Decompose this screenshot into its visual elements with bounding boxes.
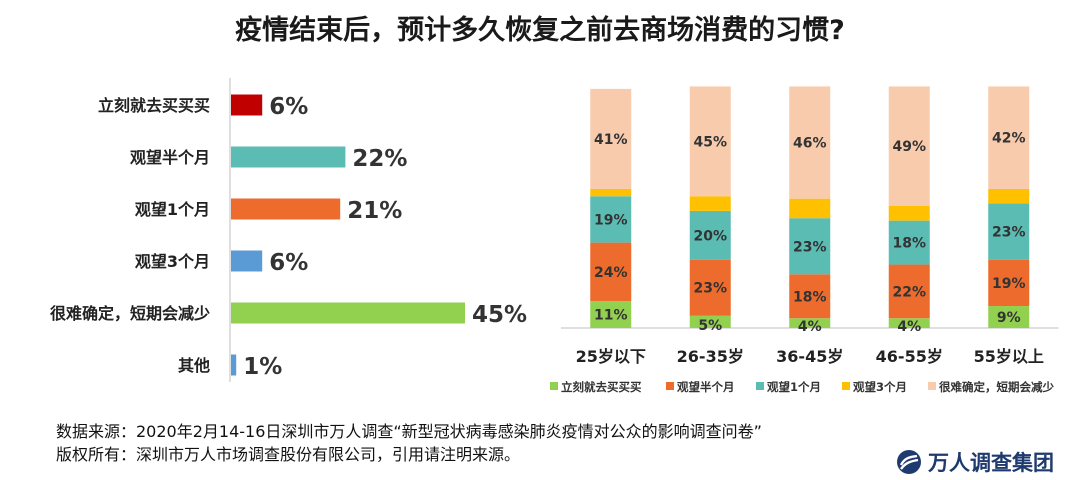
- legend-swatch: [756, 382, 764, 390]
- stack-segment: [888, 86, 930, 206]
- category-label: 观望半个月: [130, 148, 210, 167]
- segment-value-label: 11%: [594, 308, 628, 324]
- stack-segment: [689, 259, 731, 316]
- right-stacked-chart: 11% 24% 19% 41% 25岁以下 5% 23% 20% 45% 26-35岁 4% 18% 2…: [550, 86, 1059, 394]
- stack-segment: [689, 86, 731, 197]
- stack-segment: [689, 196, 731, 211]
- bar: [231, 146, 346, 168]
- segment-value-label: 9%: [997, 310, 1021, 326]
- stack-segment: [988, 86, 1030, 189]
- bar: [231, 198, 341, 220]
- segment-value-label: 4%: [897, 319, 921, 335]
- bar-value-label: 45%: [472, 302, 527, 328]
- x-tick-label: 36-45岁: [776, 347, 843, 366]
- stack-segment: [988, 188, 1030, 204]
- stack-segment: [590, 196, 632, 243]
- legend-label: 观望半个月: [677, 380, 735, 394]
- x-tick-label: 25岁以下: [576, 347, 646, 366]
- bar-value-label: 1%: [243, 354, 282, 380]
- bar-value-label: 22%: [352, 146, 407, 172]
- legend-label: 观望3个月: [853, 380, 907, 394]
- segment-value-label: 23%: [992, 225, 1026, 241]
- bar-value-label: 21%: [347, 198, 402, 224]
- stack-segment: [888, 206, 930, 221]
- stack-segment: [689, 315, 731, 328]
- category-label: 观望3个月: [135, 252, 210, 271]
- logo-text: 万人调查集团: [928, 451, 1054, 475]
- bar: [231, 94, 263, 116]
- stack-segment: [689, 210, 731, 260]
- x-tick-label: 26-35岁: [677, 347, 744, 366]
- category-label: 其他: [178, 356, 210, 375]
- legend-swatch: [550, 382, 558, 390]
- segment-value-label: 5%: [698, 318, 722, 334]
- stack-segment: [888, 220, 930, 265]
- stack-segment: [988, 306, 1030, 328]
- x-tick-label: 46-55岁: [876, 347, 943, 366]
- segment-value-label: 23%: [693, 281, 727, 297]
- stack-segment: [590, 88, 632, 189]
- bar: [231, 302, 465, 324]
- left-bar-chart: 立刻就去买买买 6% 观望半个月 22% 观望1个月 21% 观望3个月 6% 很难确定，短期会…: [50, 78, 527, 382]
- legend-label: 观望1个月: [767, 380, 821, 394]
- stack-segment: [789, 218, 831, 275]
- stack-segment: [590, 301, 632, 328]
- logo-icon: [897, 450, 921, 474]
- category-label: 观望1个月: [135, 200, 210, 219]
- segment-value-label: 19%: [992, 276, 1026, 292]
- stack-segment: [988, 259, 1030, 307]
- stack-segment: [789, 86, 831, 199]
- segment-value-label: 49%: [892, 139, 926, 155]
- segment-value-label: 41%: [594, 132, 628, 148]
- stack-segment: [590, 242, 632, 302]
- legend-swatch: [928, 382, 936, 390]
- chart-title: 疫情结束后，预计多久恢复之前去商场消费的习惯?: [235, 15, 845, 46]
- bar: [231, 250, 263, 272]
- bar: [231, 354, 237, 376]
- stack-segment: [789, 274, 831, 319]
- segment-value-label: 19%: [594, 212, 628, 228]
- footer-source: 数据来源：2020年2月14-16日深圳市万人调查“新型冠状病毒感染肺炎疫情对公…: [56, 422, 762, 441]
- segment-value-label: 42%: [992, 131, 1026, 147]
- footer-copyright: 版权所有：深圳市万人市场调查股份有限公司，引用请注明来源。: [56, 445, 521, 464]
- category-label: 立刻就去买买买: [98, 96, 210, 115]
- bar-value-label: 6%: [269, 94, 308, 120]
- x-tick-label: 55岁以上: [974, 347, 1044, 366]
- segment-value-label: 22%: [892, 284, 926, 300]
- segment-value-label: 24%: [594, 265, 628, 281]
- category-label: 很难确定，短期会减少: [50, 304, 210, 323]
- bar-value-label: 6%: [269, 250, 308, 276]
- segment-value-label: 45%: [693, 134, 727, 150]
- company-logo: 万人调查集团: [896, 447, 1054, 477]
- segment-value-label: 4%: [798, 319, 822, 335]
- stack-segment: [590, 188, 632, 197]
- segment-value-label: 18%: [793, 289, 827, 305]
- stack-segment: [888, 318, 930, 328]
- segment-value-label: 23%: [793, 239, 827, 255]
- stack-segment: [789, 198, 831, 219]
- legend-swatch: [666, 382, 674, 390]
- legend-label: 很难确定，短期会减少: [938, 380, 1054, 394]
- legend-swatch: [842, 382, 850, 390]
- stack-segment: [789, 318, 831, 328]
- stack-segment: [888, 264, 930, 319]
- legend-label: 立刻就去买买买: [561, 380, 642, 394]
- segment-value-label: 20%: [693, 228, 727, 244]
- segment-value-label: 18%: [892, 236, 926, 252]
- segment-value-label: 46%: [793, 136, 827, 152]
- stack-segment: [988, 203, 1030, 260]
